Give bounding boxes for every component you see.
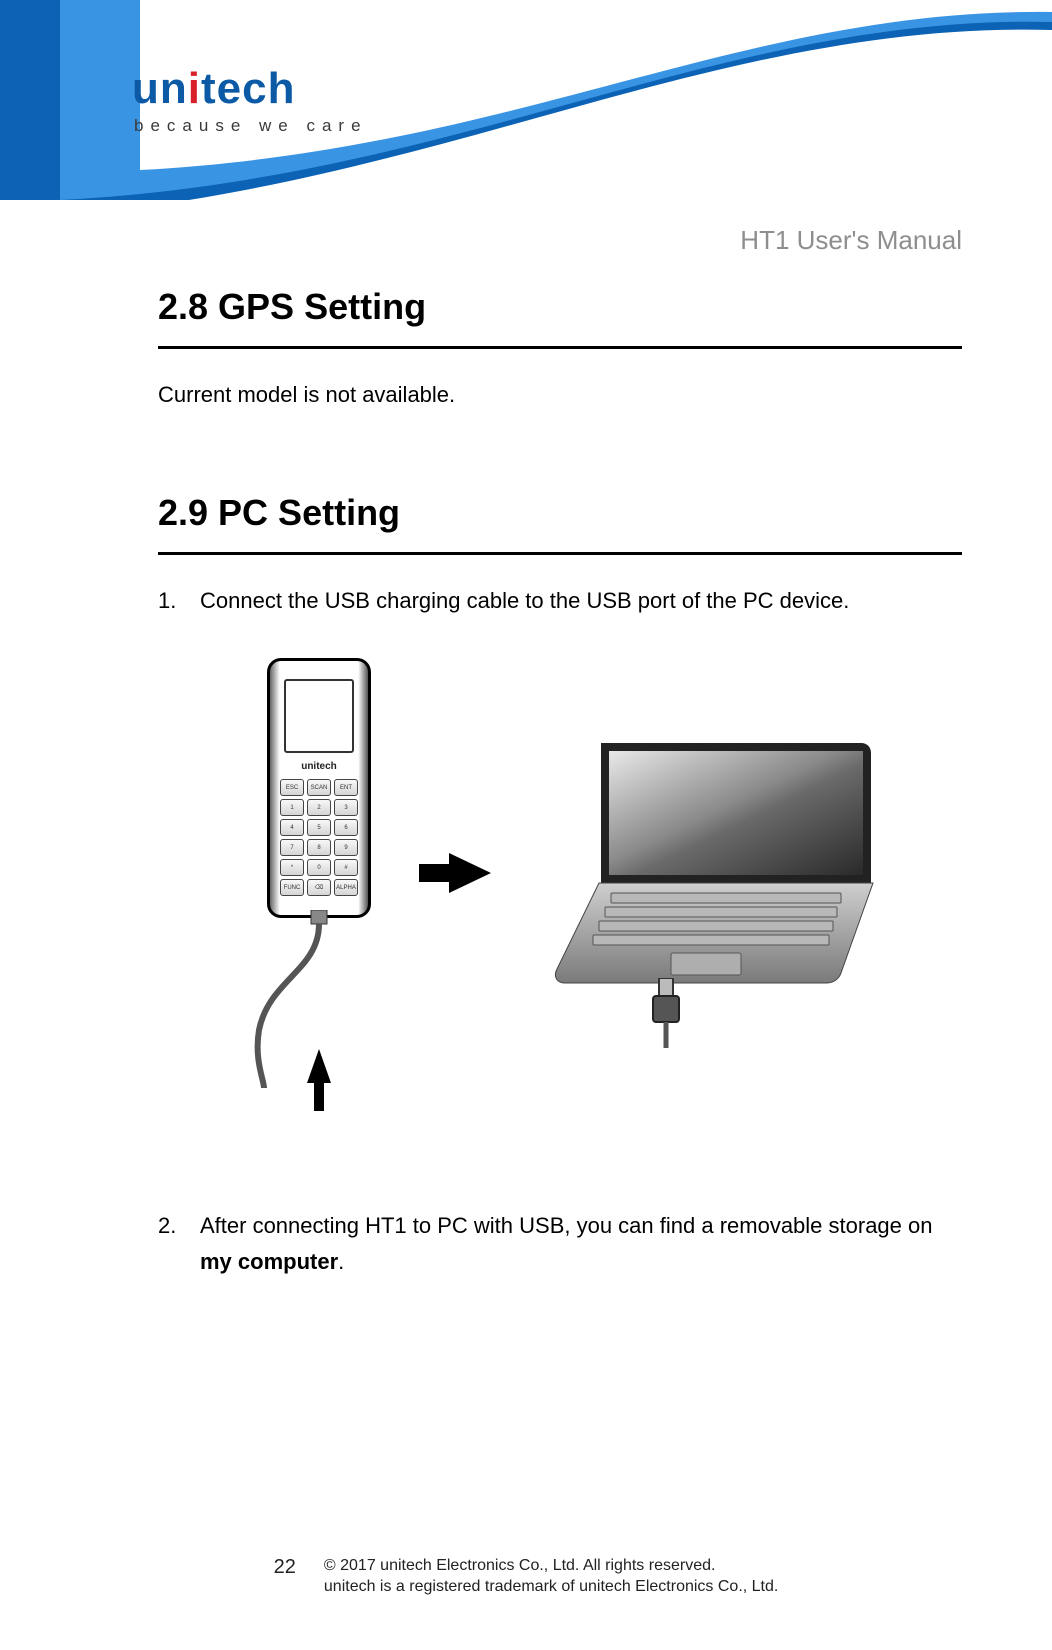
- heading-rule: [158, 552, 962, 555]
- key: 5: [307, 819, 331, 836]
- step-1: 1. Connect the USB charging cable to the…: [158, 583, 962, 618]
- laptop-illustration: [541, 733, 881, 1013]
- key: *: [280, 859, 304, 876]
- up-arrow-icon: [307, 1049, 331, 1083]
- step-1-text: Connect the USB charging cable to the US…: [200, 583, 962, 618]
- logo-text-tech: tech: [201, 64, 295, 113]
- key: 7: [280, 839, 304, 856]
- connection-figure: unitech ESC SCAN ENT 1 2 3 4 5 6 7 8 9: [158, 658, 962, 1088]
- key: #: [334, 859, 358, 876]
- key: 0: [307, 859, 331, 876]
- logo: unitech because we care: [132, 64, 368, 136]
- document-title: HT1 User's Manual: [740, 225, 962, 256]
- handset-screen: [284, 679, 354, 753]
- step-2: 2. After connecting HT1 to PC with USB, …: [158, 1208, 962, 1278]
- key: ⌫: [307, 879, 331, 896]
- key: 2: [307, 799, 331, 816]
- key: 4: [280, 819, 304, 836]
- key: SCAN: [307, 779, 331, 796]
- key: 3: [334, 799, 358, 816]
- key: 9: [334, 839, 358, 856]
- content-area: 2.8 GPS Setting Current model is not ava…: [158, 286, 962, 1309]
- right-arrow-icon: [449, 853, 491, 893]
- logo-tagline: because we care: [132, 116, 368, 136]
- key: 6: [334, 819, 358, 836]
- key: 1: [280, 799, 304, 816]
- key: FUNC: [280, 879, 304, 896]
- key: ALPHA: [334, 879, 358, 896]
- key: 8: [307, 839, 331, 856]
- step-2-text: After connecting HT1 to PC with USB, you…: [200, 1208, 962, 1278]
- copyright-line-2: unitech is a registered trademark of uni…: [324, 1577, 778, 1598]
- step-2-number: 2.: [158, 1208, 200, 1278]
- heading-rule: [158, 346, 962, 349]
- step-2-text-b: my computer: [200, 1249, 338, 1274]
- handset-illustration: unitech ESC SCAN ENT 1 2 3 4 5 6 7 8 9: [239, 658, 399, 1088]
- usb-plug-icon: [641, 978, 691, 1053]
- logo-text-i: i: [188, 64, 201, 113]
- logo-text-un: un: [132, 64, 188, 113]
- handset-brand: unitech: [270, 761, 368, 772]
- copyright-line-1: © 2017 unitech Electronics Co., Ltd. All…: [324, 1556, 778, 1577]
- manual-page: unitech because we care HT1 User's Manua…: [0, 0, 1052, 1650]
- page-footer: 22 © 2017 unitech Electronics Co., Ltd. …: [0, 1556, 1052, 1598]
- handset-keypad: ESC SCAN ENT 1 2 3 4 5 6 7 8 9 * 0: [280, 779, 358, 896]
- copyright: © 2017 unitech Electronics Co., Ltd. All…: [324, 1556, 778, 1598]
- heading-2-9: 2.9 PC Setting: [158, 492, 962, 534]
- step-2-text-a: After connecting HT1 to PC with USB, you…: [200, 1213, 933, 1238]
- heading-2-8: 2.8 GPS Setting: [158, 286, 962, 328]
- logo-word: unitech: [132, 64, 368, 114]
- key: ESC: [280, 779, 304, 796]
- body-2-8: Current model is not available.: [158, 377, 962, 412]
- key: ENT: [334, 779, 358, 796]
- step-1-number: 1.: [158, 583, 200, 618]
- page-number: 22: [274, 1556, 296, 1598]
- step-2-text-c: .: [338, 1249, 344, 1274]
- handset-body: unitech ESC SCAN ENT 1 2 3 4 5 6 7 8 9: [267, 658, 371, 918]
